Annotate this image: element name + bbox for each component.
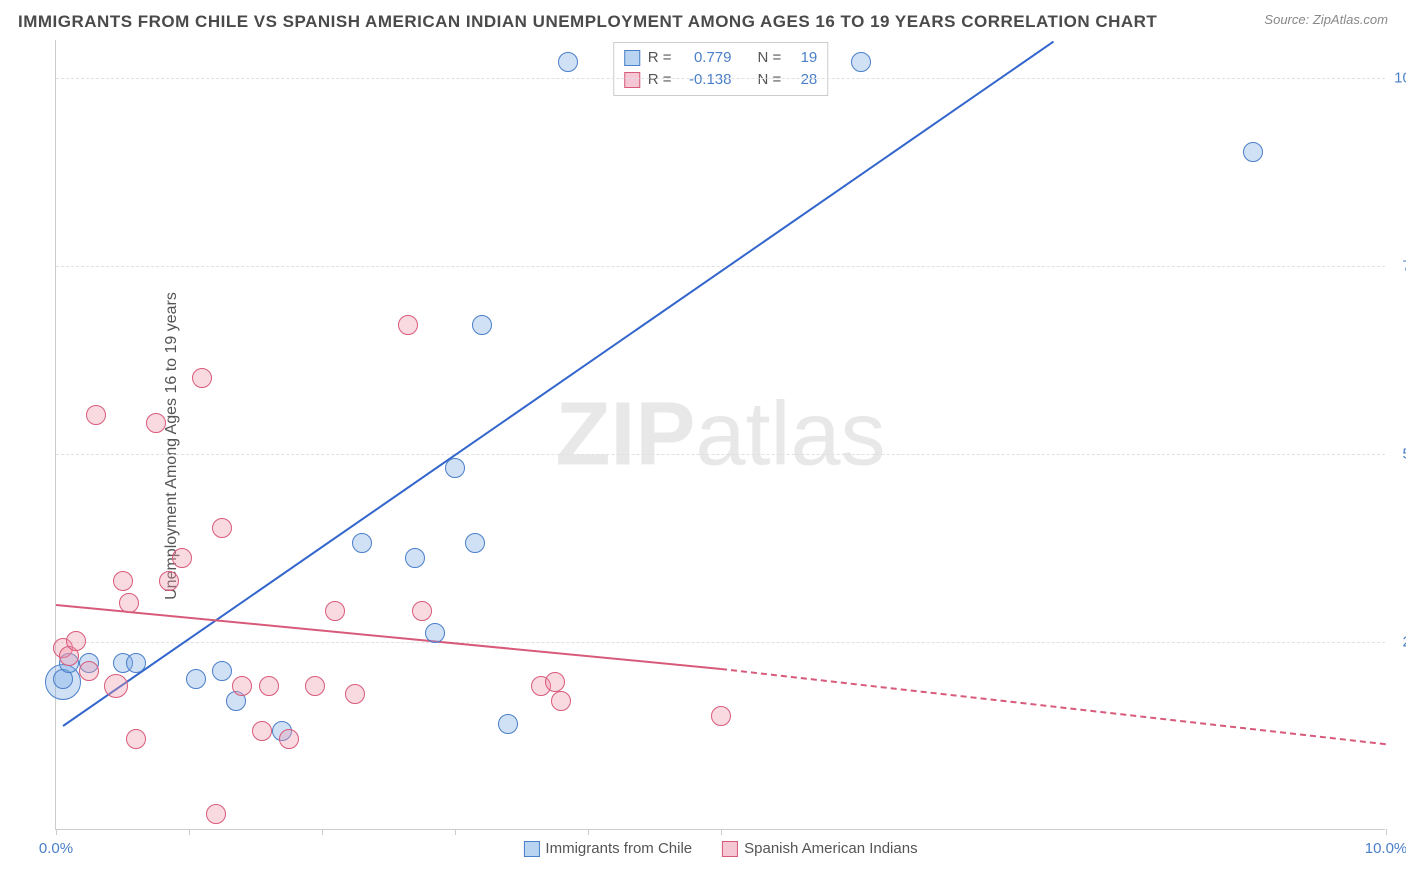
y-tick-label: 75.0% <box>1402 257 1406 274</box>
watermark-light: atlas <box>695 384 885 484</box>
legend-swatch <box>624 50 640 66</box>
data-point <box>113 571 133 591</box>
n-label: N = <box>758 47 782 69</box>
trend-line-extrapolated <box>721 668 1386 745</box>
r-value: 0.779 <box>680 47 732 69</box>
y-tick-label: 25.0% <box>1402 633 1406 650</box>
data-point <box>711 706 731 726</box>
gridline <box>56 454 1385 455</box>
x-tick-label: 10.0% <box>1365 840 1406 857</box>
x-tick-label: 0.0% <box>39 840 73 857</box>
n-value: 19 <box>789 47 817 69</box>
x-tick-mark <box>56 829 57 835</box>
y-tick-label: 100.0% <box>1394 69 1406 86</box>
legend-label: Spanish American Indians <box>744 840 917 857</box>
trend-line <box>62 40 1054 726</box>
data-point <box>146 413 166 433</box>
n-value: 28 <box>789 69 817 91</box>
data-point <box>851 52 871 72</box>
data-point <box>498 714 518 734</box>
r-label: R = <box>648 47 672 69</box>
data-point <box>405 548 425 568</box>
data-point <box>119 593 139 613</box>
legend-swatch <box>624 72 640 88</box>
data-point <box>212 518 232 538</box>
source-label: Source: <box>1264 12 1309 27</box>
n-label: N = <box>758 69 782 91</box>
data-point <box>79 661 99 681</box>
watermark: ZIPatlas <box>555 383 885 486</box>
data-point <box>558 52 578 72</box>
r-label: R = <box>648 69 672 91</box>
data-point <box>345 684 365 704</box>
legend-item: Spanish American Indians <box>722 840 917 857</box>
gridline <box>56 642 1385 643</box>
watermark-bold: ZIP <box>555 384 695 484</box>
data-point <box>279 729 299 749</box>
data-point <box>159 571 179 591</box>
data-point <box>192 368 212 388</box>
data-point <box>252 721 272 741</box>
y-tick-label: 50.0% <box>1402 445 1406 462</box>
data-point <box>212 661 232 681</box>
data-point <box>425 623 445 643</box>
x-tick-mark <box>322 829 323 835</box>
data-point <box>398 315 418 335</box>
source-name: ZipAtlas.com <box>1313 12 1388 27</box>
data-point <box>259 676 279 696</box>
data-point <box>545 672 565 692</box>
data-point <box>445 458 465 478</box>
x-tick-mark <box>721 829 722 835</box>
data-point <box>66 631 86 651</box>
data-point <box>472 315 492 335</box>
data-point <box>305 676 325 696</box>
plot-area: ZIPatlas R =0.779N =19R =-0.138N =28 Imm… <box>55 40 1385 830</box>
data-point <box>206 804 226 824</box>
data-point <box>104 674 128 698</box>
x-tick-mark <box>455 829 456 835</box>
data-point <box>172 548 192 568</box>
data-point <box>325 601 345 621</box>
stats-row: R = -0.138 N = 28 <box>624 69 818 91</box>
legend-item: Immigrants from Chile <box>523 840 692 857</box>
stats-row: R = 0.779 N = 19 <box>624 47 818 69</box>
legend-swatch <box>722 841 738 857</box>
source-attribution: Source: ZipAtlas.com <box>1264 12 1388 27</box>
legend-swatch <box>523 841 539 857</box>
data-point <box>1243 142 1263 162</box>
data-point <box>412 601 432 621</box>
stats-legend-box: R = 0.779 N = 19 R = -0.138 N = 28 <box>613 42 829 96</box>
data-point <box>352 533 372 553</box>
data-point <box>232 676 252 696</box>
data-point <box>126 653 146 673</box>
r-value: -0.138 <box>680 69 732 91</box>
legend-label: Immigrants from Chile <box>545 840 692 857</box>
data-point <box>86 405 106 425</box>
data-point <box>126 729 146 749</box>
gridline <box>56 266 1385 267</box>
data-point <box>186 669 206 689</box>
x-tick-mark <box>588 829 589 835</box>
data-point <box>551 691 571 711</box>
bottom-legend: Immigrants from Chile Spanish American In… <box>523 840 917 857</box>
data-point <box>465 533 485 553</box>
gridline <box>56 78 1385 79</box>
x-tick-mark <box>1386 829 1387 835</box>
x-tick-mark <box>189 829 190 835</box>
chart-title: IMMIGRANTS FROM CHILE VS SPANISH AMERICA… <box>18 12 1157 32</box>
